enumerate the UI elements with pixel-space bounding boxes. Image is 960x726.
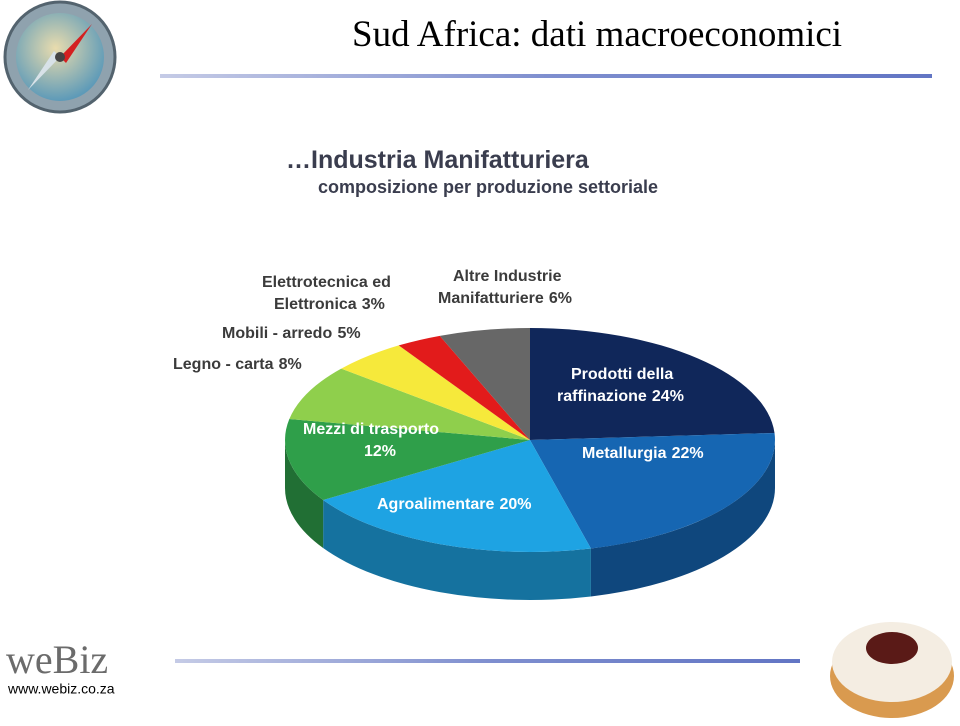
chart-title: …Industria Manifatturiera: [286, 146, 590, 174]
slice-side: [285, 440, 324, 549]
slide-title: Sud Africa: dati macroeconomici: [352, 14, 842, 55]
slice-label: Metallurgia: [582, 445, 667, 462]
chart-subtitle: composizione per produzione settoriale: [318, 177, 658, 197]
value-label: 8%: [279, 356, 302, 373]
slice: [285, 419, 530, 501]
brand-url: www.webiz.co.za: [7, 681, 115, 697]
slice: [289, 368, 530, 440]
slice: [530, 432, 775, 549]
slice: [439, 328, 530, 440]
slice-label: Elettrotecnica ed Elettronica: [262, 274, 395, 313]
value-label: 22%: [672, 445, 704, 462]
slice: [341, 345, 530, 440]
value-label: 24%: [652, 388, 684, 405]
slice: [530, 328, 775, 440]
compass-icon: [3, 0, 117, 114]
slice-label: Altre Industrie Manifatturiere: [438, 268, 566, 307]
slice: [398, 335, 530, 440]
slice-side: [323, 500, 591, 600]
value-label: 20%: [499, 496, 531, 513]
slice-label: Mobili - arredo: [222, 325, 332, 342]
brand-logo: weBiz: [6, 637, 108, 682]
value-label: 5%: [337, 325, 360, 342]
rule: [175, 659, 800, 663]
slice-label: Agroalimentare: [377, 496, 494, 513]
slice: [323, 440, 591, 553]
rule: [160, 74, 932, 78]
slice-side: [590, 440, 775, 597]
value-label: 6%: [549, 290, 572, 307]
slice-label: Prodotti della raffinazione: [557, 366, 678, 405]
slice-label: Mezzi di trasporto: [303, 421, 439, 438]
donut-image: [830, 622, 954, 718]
value-label: 12%: [364, 443, 396, 460]
pie: Prodotti della raffinazione 24% Metallurgi…: [173, 268, 775, 600]
value-label: 3%: [362, 296, 385, 313]
slice-label: Legno - carta: [173, 356, 274, 373]
